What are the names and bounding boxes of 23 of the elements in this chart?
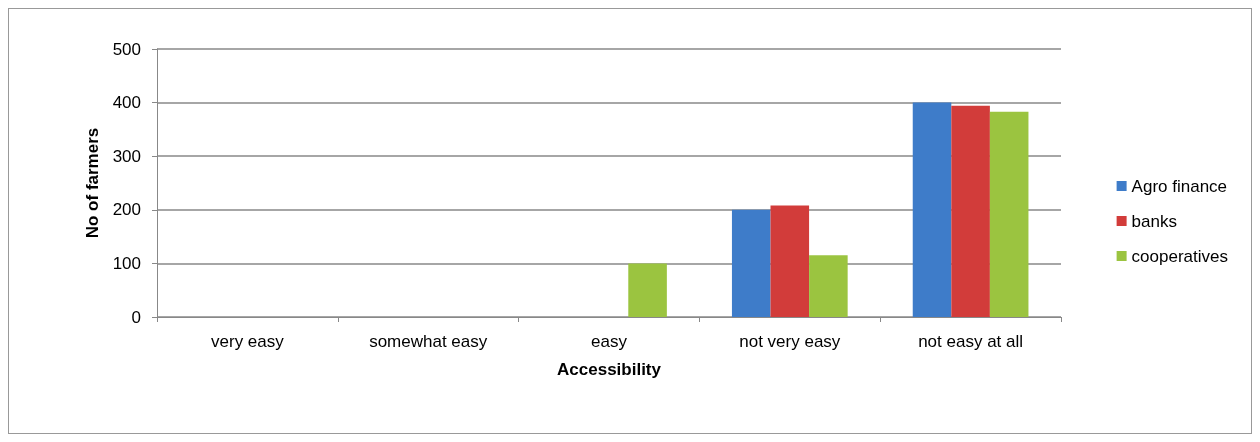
y-tick-label: 400 <box>112 93 141 113</box>
x-tick-label: not easy at all <box>918 332 1024 351</box>
y-tick-label: 500 <box>112 39 141 59</box>
bar <box>951 105 990 317</box>
x-tick-label: somewhat easy <box>369 332 488 351</box>
y-tick-label: 0 <box>131 307 141 327</box>
bar <box>628 263 667 317</box>
y-tick-label: 100 <box>112 253 141 273</box>
y-tick-label: 300 <box>112 146 141 166</box>
x-tick-label: not very easy <box>739 332 841 351</box>
bar <box>770 205 810 317</box>
bar <box>731 209 771 317</box>
bar <box>912 102 952 317</box>
legend-label: banks <box>1131 211 1177 231</box>
x-axis-title: Accessibility <box>557 360 662 379</box>
bar <box>809 255 848 317</box>
bar <box>989 111 1029 317</box>
y-axis-title: No of farmers <box>83 127 102 239</box>
x-tick-label: very easy <box>211 332 285 351</box>
legend-label: Agro finance <box>1131 176 1228 196</box>
x-tick-label: easy <box>591 332 628 351</box>
y-tick-label: 200 <box>112 200 141 220</box>
legend-label: cooperatives <box>1131 246 1228 266</box>
